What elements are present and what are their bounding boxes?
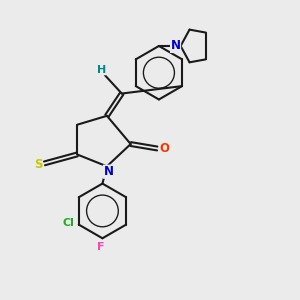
Text: N: N xyxy=(103,165,113,178)
Text: S: S xyxy=(34,158,42,171)
Text: Cl: Cl xyxy=(62,218,74,228)
Text: N: N xyxy=(171,40,181,52)
Text: O: O xyxy=(159,142,169,155)
Text: F: F xyxy=(97,242,105,252)
Text: H: H xyxy=(97,65,106,75)
